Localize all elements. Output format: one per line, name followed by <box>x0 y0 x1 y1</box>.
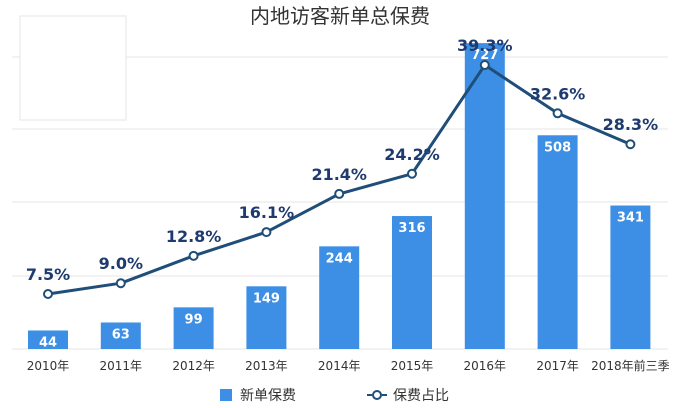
bar-5 <box>392 216 432 349</box>
line-point-3 <box>261 227 272 238</box>
bar-label-8: 341 <box>617 211 644 226</box>
x-tick-1: 2011年 <box>100 359 143 373</box>
line-label-5: 24.2% <box>384 145 440 164</box>
bar-6 <box>464 43 505 350</box>
bar-3 <box>246 286 287 349</box>
line-label-8: 28.3% <box>603 115 659 134</box>
line-label-2: 12.8% <box>166 227 222 246</box>
line-label-3: 16.1% <box>239 203 295 222</box>
bar-label-3: 149 <box>253 291 280 306</box>
x-tick-0: 2010年 <box>27 359 70 373</box>
x-tick-8: 2018年前三季 <box>591 358 670 373</box>
line-point-8 <box>625 139 636 150</box>
line-point-2 <box>188 250 199 261</box>
x-tick-5: 2015年 <box>391 359 434 373</box>
legend: 新单保费 保费占比 <box>220 388 449 404</box>
x-tick-3: 2013年 <box>245 359 288 373</box>
bar-label-5: 316 <box>398 221 425 236</box>
line-point-0 <box>43 289 53 299</box>
line-point-7 <box>552 108 563 119</box>
bar-2 <box>173 307 214 349</box>
bar-1 <box>100 322 141 349</box>
line-label-1: 9.0% <box>99 254 143 273</box>
line-label-6: 39.3% <box>457 36 513 55</box>
bar-0 <box>28 330 68 349</box>
line-label-7: 32.6% <box>530 84 586 103</box>
line-label-0: 7.5% <box>26 265 70 284</box>
bar-labels: 44 63 99 149 244 316 727 508 341 <box>39 48 644 350</box>
bar-4 <box>319 246 360 349</box>
bar-label-2: 99 <box>185 312 203 327</box>
x-tick-7: 2017年 <box>536 359 579 373</box>
line-point-4 <box>334 188 345 199</box>
bar-label-0: 44 <box>39 335 57 350</box>
x-axis-ticks: 2010年 2011年 2012年 2013年 2014年 2015年 2016年 2017年… <box>27 358 670 373</box>
x-tick-2: 2012年 <box>172 359 215 373</box>
legend-line-label: 保费占比 <box>393 388 449 404</box>
bar-label-6: 727 <box>471 48 498 63</box>
legend-line-marker <box>372 390 382 400</box>
bar-8 <box>610 205 651 349</box>
line-point-1 <box>115 278 126 289</box>
bar-label-7: 508 <box>544 140 571 155</box>
bar-label-1: 63 <box>112 327 130 342</box>
legend-bar-swatch <box>220 389 232 401</box>
chart-title: 内地访客新单总保费 <box>250 4 430 28</box>
line-series <box>43 60 636 299</box>
bar-7 <box>537 135 578 349</box>
x-tick-6: 2016年 <box>464 359 507 373</box>
line-point-6 <box>479 60 490 71</box>
x-tick-4: 2014年 <box>318 359 361 373</box>
watermark-logo-box <box>19 15 127 121</box>
bar-label-4: 244 <box>326 251 353 266</box>
bar-series <box>28 43 651 350</box>
line-label-4: 21.4% <box>311 165 367 184</box>
line-labels: 7.5% 9.0% 12.8% 16.1% 21.4% 24.2% 39.3% 32.6% 28… <box>26 36 658 284</box>
legend-bar-label: 新单保费 <box>240 388 296 404</box>
line-point-5 <box>407 168 417 179</box>
